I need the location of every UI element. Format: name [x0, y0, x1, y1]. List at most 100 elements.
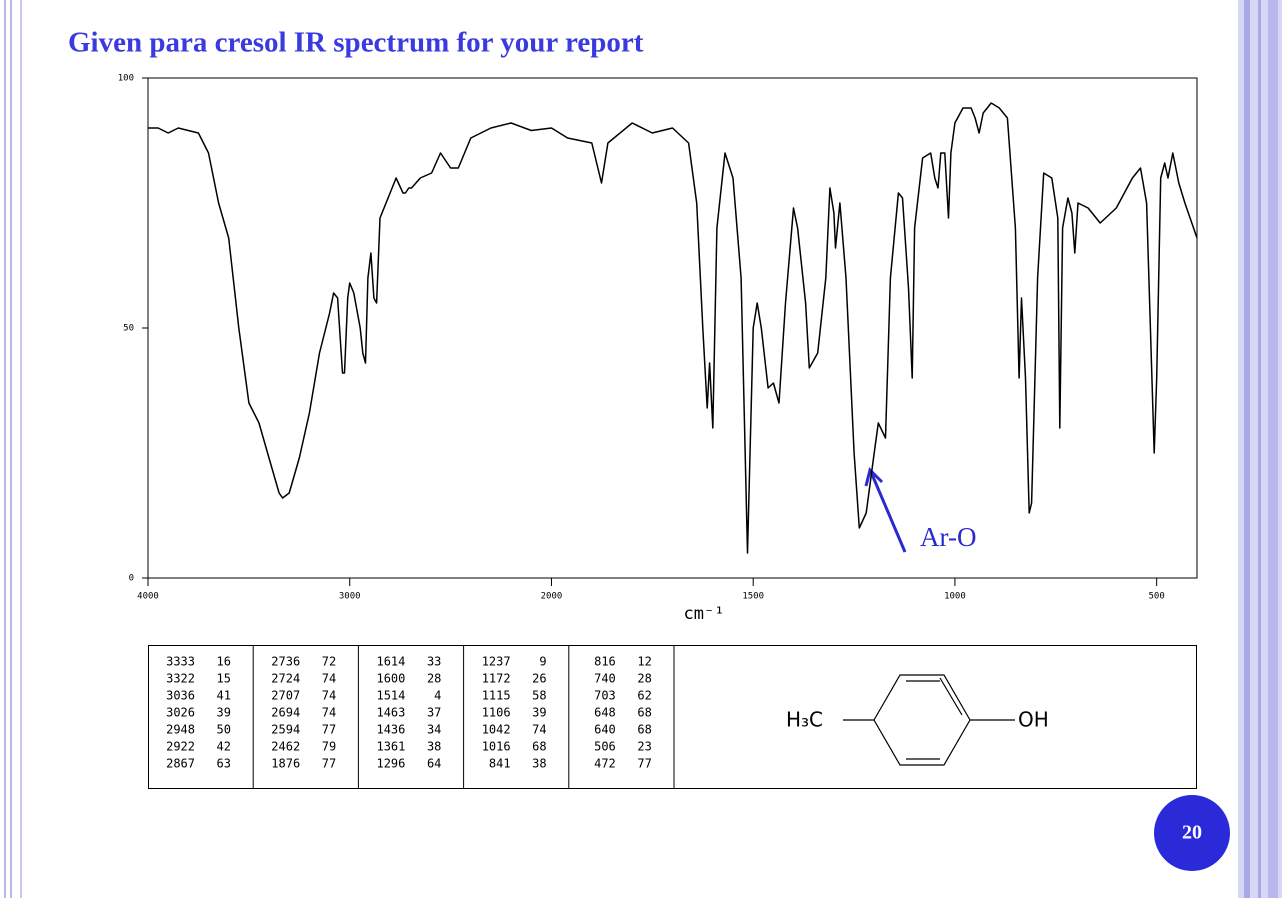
table-wavenumber: 1016 [482, 740, 511, 754]
table-intensity: 26 [532, 672, 546, 686]
table-wavenumber: 2594 [271, 723, 300, 737]
table-wavenumber: 1463 [376, 706, 405, 720]
table-intensity: 28 [427, 672, 441, 686]
table-intensity: 72 [322, 655, 336, 669]
table-wavenumber: 1042 [482, 723, 511, 737]
right-border [1244, 0, 1250, 898]
table-intensity: 62 [637, 689, 651, 703]
left-border [4, 0, 6, 898]
table-wavenumber: 2694 [271, 706, 300, 720]
table-wavenumber: 2707 [271, 689, 300, 703]
table-wavenumber: 3333 [166, 655, 195, 669]
table-intensity: 68 [532, 740, 546, 754]
table-frame [148, 645, 1197, 789]
table-wavenumber: 2462 [271, 740, 300, 754]
table-wavenumber: 1172 [482, 672, 511, 686]
table-wavenumber: 2736 [271, 655, 300, 669]
left-border [20, 0, 22, 898]
table-intensity: 79 [322, 740, 336, 754]
table-intensity: 39 [532, 706, 546, 720]
table-wavenumber: 740 [594, 672, 616, 686]
table-intensity: 42 [217, 740, 231, 754]
table-intensity: 16 [217, 655, 231, 669]
page-badge [1154, 795, 1230, 871]
table-wavenumber: 1876 [271, 757, 300, 771]
table-intensity: 9 [539, 655, 546, 669]
table-intensity: 28 [637, 672, 651, 686]
annotation-arrow [869, 471, 907, 553]
table-wavenumber: 1115 [482, 689, 511, 703]
table-intensity: 38 [427, 740, 441, 754]
table-intensity: 68 [637, 723, 651, 737]
table-intensity: 63 [217, 757, 231, 771]
double-bond [939, 677, 963, 716]
table-intensity: 74 [322, 689, 336, 703]
table-wavenumber: 816 [594, 655, 616, 669]
annotation: Ar-O [920, 522, 976, 552]
x-tick-label: 2000 [541, 592, 563, 602]
y-tick-label: 50 [123, 324, 134, 334]
table-intensity: 41 [217, 689, 231, 703]
x-tick-label: 500 [1149, 592, 1165, 602]
table-intensity: 50 [217, 723, 231, 737]
page-number: 20 [1182, 822, 1202, 844]
table-wavenumber: 1237 [482, 655, 511, 669]
x-axis-label: cm⁻¹ [684, 604, 725, 624]
table-wavenumber: 2922 [166, 740, 195, 754]
x-tick-label: 3000 [339, 592, 361, 602]
table-intensity: 37 [427, 706, 441, 720]
table-wavenumber: 1361 [376, 740, 405, 754]
structure-left: H₃C [786, 708, 823, 732]
table-wavenumber: 2948 [166, 723, 195, 737]
table-intensity: 77 [637, 757, 651, 771]
table-wavenumber: 648 [594, 706, 616, 720]
table-wavenumber: 703 [594, 689, 616, 703]
table-intensity: 74 [322, 672, 336, 686]
table-intensity: 74 [532, 723, 546, 737]
table-wavenumber: 3322 [166, 672, 195, 686]
x-tick-label: 1500 [742, 592, 764, 602]
table-intensity: 33 [427, 655, 441, 669]
structure-right: OH [1018, 708, 1049, 732]
table-intensity: 77 [322, 757, 336, 771]
right-border [1258, 0, 1261, 898]
left-border [10, 0, 12, 898]
table-intensity: 77 [322, 723, 336, 737]
table-wavenumber: 2867 [166, 757, 195, 771]
table-wavenumber: 472 [594, 757, 616, 771]
slide-title: Given para cresol IR spectrum for your r… [68, 27, 644, 59]
table-wavenumber: 2724 [271, 672, 300, 686]
table-intensity: 15 [217, 672, 231, 686]
spectrum-line [148, 102, 1198, 554]
structure [843, 674, 1015, 766]
x-tick-label: 1000 [944, 592, 966, 602]
x-tick-label: 4000 [137, 592, 159, 602]
table-wavenumber: 3036 [166, 689, 195, 703]
table-intensity: 23 [637, 740, 651, 754]
table-intensity: 58 [532, 689, 546, 703]
table-intensity: 12 [637, 655, 651, 669]
table-wavenumber: 1614 [376, 655, 405, 669]
table-intensity: 34 [427, 723, 441, 737]
y-tick-label: 100 [118, 74, 134, 84]
table-intensity: 64 [427, 757, 441, 771]
table-intensity: 38 [532, 757, 546, 771]
table-wavenumber: 1600 [376, 672, 405, 686]
annotation-arrowhead [864, 467, 884, 487]
table-wavenumber: 3026 [166, 706, 195, 720]
table-wavenumber: 841 [489, 757, 511, 771]
table-wavenumber: 1436 [376, 723, 405, 737]
table-wavenumber: 1106 [482, 706, 511, 720]
table-intensity: 68 [637, 706, 651, 720]
y-tick-label: 0 [129, 574, 134, 584]
table-intensity: 4 [434, 689, 441, 703]
right-border [1268, 0, 1278, 898]
table-intensity: 74 [322, 706, 336, 720]
table-wavenumber: 1296 [376, 757, 405, 771]
table-intensity: 39 [217, 706, 231, 720]
table-wavenumber: 640 [594, 723, 616, 737]
table-wavenumber: 1514 [376, 689, 405, 703]
